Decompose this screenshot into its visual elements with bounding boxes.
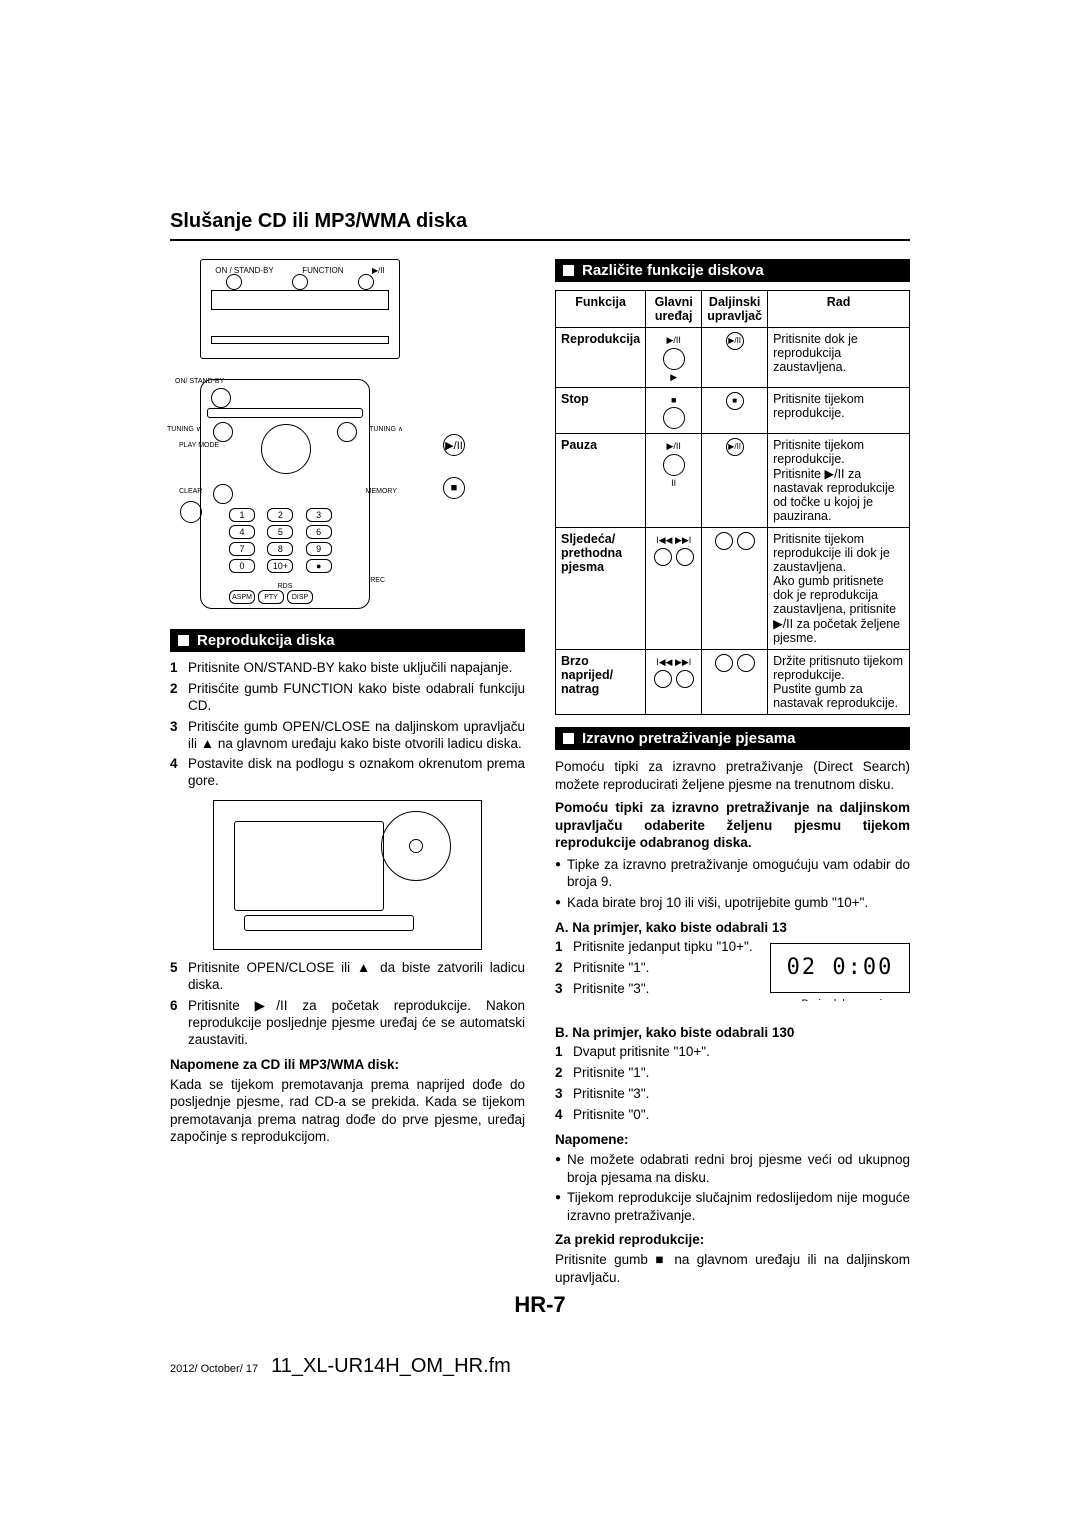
cd-insert-illustration <box>213 800 483 950</box>
display-caption: Broj odabrane pjesme <box>801 998 909 1002</box>
footer: 2012/ October/ 17 11_XL-UR14H_OM_HR.fm <box>170 1355 511 1378</box>
ex-a-head: A. Na primjer, kako biste odabrali 13 <box>555 920 910 935</box>
table-main-icon: I◀◀ ▶▶I <box>646 650 702 715</box>
label-rec: REC <box>370 577 385 584</box>
device-diagram: ON / STAND-BY FUNCTION ▶/II ON/ STAND-BY… <box>170 259 525 619</box>
callout-play: ▶/II <box>443 434 465 456</box>
section-razlicite: Različite funkcije diskova <box>555 259 910 282</box>
steps-1: 1Pritisnite ON/STAND-BY kako biste uklju… <box>170 660 525 790</box>
table-desc: Pritisnite tijekom reprodukcije.Pritisni… <box>768 434 910 528</box>
left-column: ON / STAND-BY FUNCTION ▶/II ON/ STAND-BY… <box>170 259 525 1286</box>
table-main-icon: ▶/II▶ <box>646 328 702 388</box>
table-remote-icon: ▶/II <box>702 434 768 528</box>
section-reprodukcija: Reprodukcija diska <box>170 629 525 652</box>
nap-head: Napomene: <box>555 1132 910 1147</box>
table-desc: Pritisnite dok je reprodukcija zaustavlj… <box>768 328 910 388</box>
page-number: HR-7 <box>0 1292 1080 1318</box>
callout-disp <box>180 501 202 523</box>
stop-text: Pritisnite gumb ■ na glavnom uređaju ili… <box>555 1251 910 1286</box>
lcd-display: 02 0:00 Broj odabrane pjesme <box>770 943 910 993</box>
nap-bullets: Ne možete odabrati redni broj pjesme već… <box>555 1151 910 1224</box>
label-tuning-up: TUNING ∧ <box>369 425 403 433</box>
table-main-icon: ■ <box>646 388 702 434</box>
ex-b-steps: 1Dvaput pritisnite "10+". 2Pritisnite "1… <box>555 1044 910 1124</box>
table-remote-icon: ▶/II <box>702 328 768 388</box>
function-table: Funkcija Glavni uređaj Daljinski upravlj… <box>555 290 910 715</box>
table-remote-icon <box>702 528 768 650</box>
ex-b-head: B. Na primjer, kako biste odabrali 130 <box>555 1025 910 1040</box>
table-main-icon: I◀◀ ▶▶I <box>646 528 702 650</box>
stop-head: Za prekid reprodukcije: <box>555 1232 910 1247</box>
label-memory: MEMORY <box>366 488 397 495</box>
table-desc: Pritisnite tijekom reprodukcije ili dok … <box>768 528 910 650</box>
note-text: Kada se tijekom premotavanja prema napri… <box>170 1076 525 1146</box>
table-desc: Pritisnite tijekom reprodukcije. <box>768 388 910 434</box>
table-func: Sljedeća/ prethodna pjesma <box>556 528 646 650</box>
ds-intro: Pomoću tipki za izravno pretraživanje (D… <box>555 758 910 793</box>
table-desc: Držite pritisnuto tijekom reprodukcije.P… <box>768 650 910 715</box>
table-func: Stop <box>556 388 646 434</box>
steps-2: 5Pritisnite OPEN/CLOSE ili ▲ da biste za… <box>170 960 525 1048</box>
label-clear: CLEAR <box>179 488 202 495</box>
table-func: Pauza <box>556 434 646 528</box>
table-remote-icon: ■ <box>702 388 768 434</box>
table-func: Reprodukcija <box>556 328 646 388</box>
table-func: Brzo naprijed/ natrag <box>556 650 646 715</box>
table-main-icon: ▶/IIII <box>646 434 702 528</box>
label-play-mode: PLAY MODE <box>179 442 219 449</box>
section-izravno: Izravno pretraživanje pjesama <box>555 727 910 750</box>
note-head: Napomene za CD ili MP3/WMA disk: <box>170 1057 525 1072</box>
label-rds: RDS <box>201 583 369 590</box>
callout-stop: ■ <box>443 477 465 499</box>
label-onstandby-remote: ON/ STAND-BY <box>175 378 224 385</box>
label-tuning-down: TUNING ∨ <box>167 425 201 433</box>
page-title: Slušanje CD ili MP3/WMA diska <box>170 210 910 241</box>
ds-bullets: Tipke za izravno pretraživanje omogućuju… <box>555 856 910 912</box>
ds-bold: Pomoću tipki za izravno pretraživanje na… <box>555 799 910 852</box>
right-column: Različite funkcije diskova Funkcija Glav… <box>555 259 910 1286</box>
table-remote-icon <box>702 650 768 715</box>
